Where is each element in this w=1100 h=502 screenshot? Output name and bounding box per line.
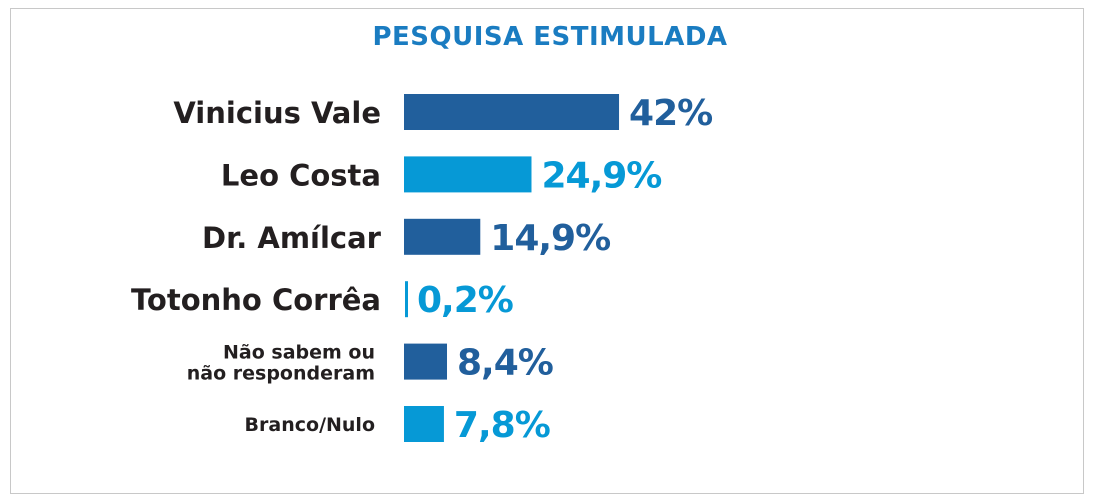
- bar-2: [404, 218, 481, 255]
- chart-frame: [10, 8, 1084, 494]
- category-label-5: Branco/Nulo: [245, 414, 375, 436]
- bar-4: [404, 343, 448, 380]
- category-label-1: Leo Costa: [221, 158, 381, 192]
- value-label-3: 0,2%: [417, 280, 513, 321]
- value-label-5: 7,8%: [454, 405, 550, 446]
- chart-title: PESQUISA ESTIMULADA: [372, 22, 728, 52]
- category-label-0: Vinicius Vale: [173, 96, 381, 130]
- value-label-2: 14,9%: [490, 218, 610, 259]
- bar-1: [404, 156, 532, 193]
- bar-3: [405, 281, 408, 318]
- category-label-3: Totonho Corrêa: [131, 283, 381, 317]
- bar-5: [404, 406, 444, 442]
- category-label-4-line-1: não responderam: [187, 363, 375, 385]
- value-label-0: 42%: [629, 93, 712, 134]
- category-label-2: Dr. Amílcar: [202, 221, 382, 255]
- bar-0: [404, 94, 620, 130]
- value-label-1: 24,9%: [541, 155, 661, 196]
- category-label-4-line-0: Não sabem ou: [223, 342, 375, 364]
- value-label-4: 8,4%: [457, 343, 553, 384]
